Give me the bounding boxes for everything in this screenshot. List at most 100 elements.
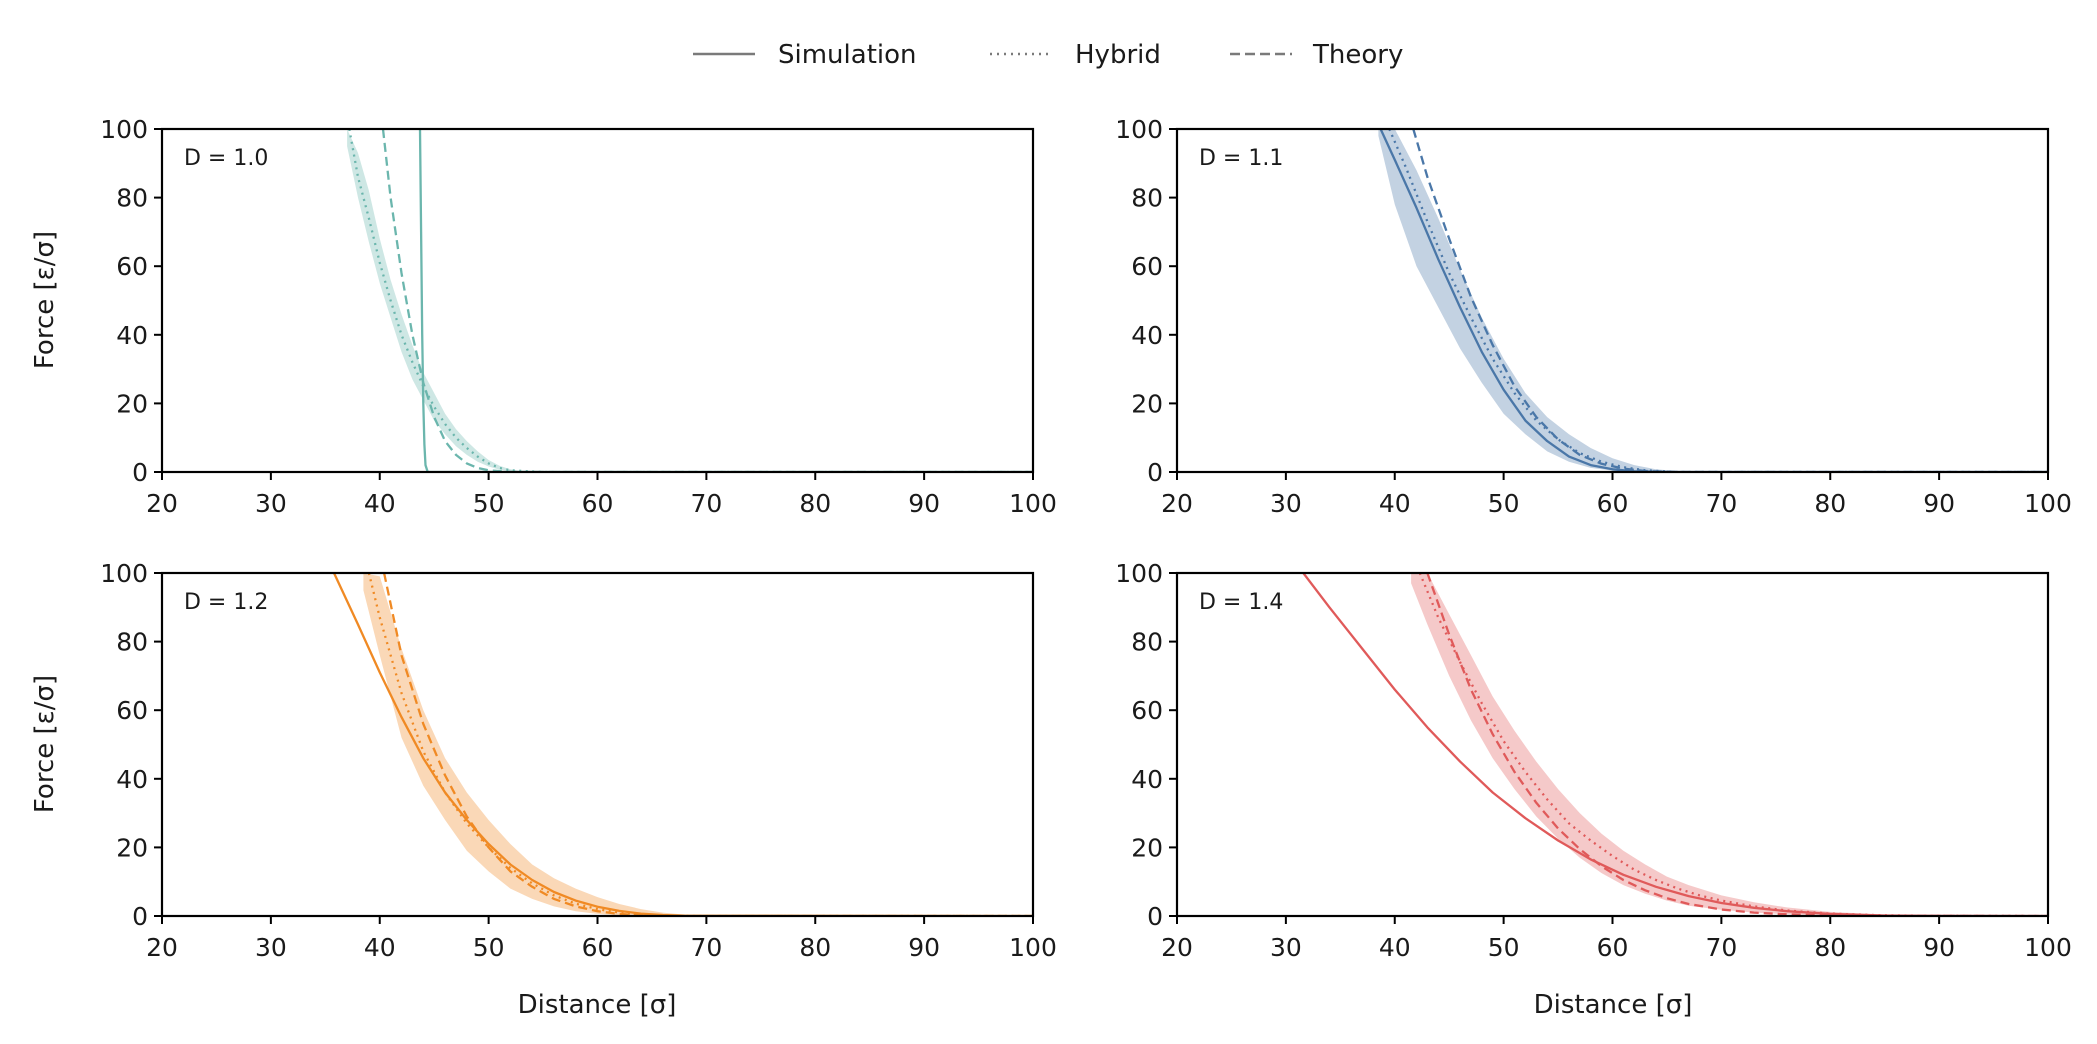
x-tick-label: 30 [255,489,287,518]
series-simulation [1379,129,2048,472]
series-hybrid [367,573,1033,916]
x-tick-label: 50 [473,489,505,518]
confidence-band [363,573,707,916]
y-tick-label: 100 [1115,115,1163,144]
axes-frame [160,127,1035,474]
confidence-band [347,129,522,472]
axes-frame [1175,127,2050,474]
y-tick-label: 40 [116,321,148,350]
x-axis-label-left: Distance [σ] [518,990,677,1020]
plot-area [1302,573,2048,916]
y-tick-label: 20 [1131,389,1163,418]
x-tick-label: 80 [799,489,831,518]
y-tick-label: 0 [1147,458,1163,487]
x-tick-label: 70 [690,489,722,518]
x-tick-label: 40 [364,933,396,962]
y-tick-label: 40 [1131,765,1163,794]
confidence-band [1411,573,1940,916]
x-tick-label: 60 [582,933,614,962]
x-tick-label: 30 [1270,489,1302,518]
confidence-band [1378,129,1678,472]
y-tick-label: 80 [1131,628,1163,657]
x-tick-label: 100 [1009,489,1057,518]
plot-area [332,573,1033,916]
y-tick-label: 100 [100,559,148,588]
y-tick-label: 80 [1131,184,1163,213]
y-tick-label: 20 [116,389,148,418]
series-theory [382,573,1033,916]
series-hybrid [348,129,1033,472]
y-tick-label: 100 [100,115,148,144]
legend: Simulation Hybrid Theory [693,40,1403,70]
x-tick-label: 50 [1488,933,1520,962]
x-tick-label: 80 [1814,489,1846,518]
panel-annotation: D = 1.2 [184,590,268,615]
x-tick-label: 100 [1009,933,1057,962]
series-simulation [332,573,1033,916]
x-tick-label: 60 [1597,489,1629,518]
x-tick-label: 60 [1597,933,1629,962]
legend-label-hybrid: Hybrid [1075,40,1161,70]
x-tick-label: 50 [1488,489,1520,518]
y-axis-label-bottom: Force [ε/σ] [30,675,60,813]
y-tick-label: 0 [132,902,148,931]
y-tick-label: 60 [1131,696,1163,725]
x-tick-label: 40 [1379,933,1411,962]
x-tick-label: 80 [1814,933,1846,962]
x-tick-label: 90 [1923,489,1955,518]
x-tick-label: 30 [1270,933,1302,962]
y-tick-label: 80 [116,184,148,213]
y-tick-label: 40 [116,765,148,794]
x-tick-label: 20 [1161,933,1193,962]
panel-annotation: D = 1.0 [184,146,268,171]
x-tick-label: 70 [1705,489,1737,518]
legend-label-theory: Theory [1312,40,1403,70]
x-tick-label: 50 [473,933,505,962]
series-hybrid [1388,129,2048,472]
series-theory [1412,129,2048,472]
x-tick-label: 90 [908,933,940,962]
x-tick-label: 100 [2024,933,2072,962]
x-tick-label: 40 [1379,489,1411,518]
x-tick-label: 30 [255,933,287,962]
series-simulation [1302,573,2048,916]
y-tick-label: 60 [1131,252,1163,281]
x-tick-label: 40 [364,489,396,518]
y-tick-label: 20 [116,833,148,862]
series-theory [1426,573,2048,916]
plot-area [347,129,1033,472]
y-axis-label-top: Force [ε/σ] [30,231,60,369]
legend-label-simulation: Simulation [778,40,917,70]
x-tick-label: 80 [799,933,831,962]
panel-annotation: D = 1.1 [1199,146,1283,171]
y-tick-label: 80 [116,628,148,657]
series-theory [381,129,1033,472]
y-tick-label: 60 [116,252,148,281]
x-tick-label: 20 [1161,489,1193,518]
x-tick-label: 70 [1705,933,1737,962]
x-tick-label: 20 [146,933,178,962]
x-tick-label: 90 [908,489,940,518]
y-tick-label: 60 [116,696,148,725]
axes-frame [160,571,1035,918]
x-tick-label: 70 [690,933,722,962]
y-tick-label: 0 [1147,902,1163,931]
x-tick-label: 90 [1923,933,1955,962]
x-tick-label: 60 [582,489,614,518]
panel-annotation: D = 1.4 [1199,590,1283,615]
y-tick-label: 20 [1131,833,1163,862]
x-tick-label: 20 [146,489,178,518]
y-tick-label: 40 [1131,321,1163,350]
x-axis-label-right: Distance [σ] [1534,990,1693,1020]
x-tick-label: 100 [2024,489,2072,518]
series-simulation [418,129,1033,472]
y-tick-label: 100 [1115,559,1163,588]
y-tick-label: 0 [132,458,148,487]
plot-area [1378,129,2048,472]
